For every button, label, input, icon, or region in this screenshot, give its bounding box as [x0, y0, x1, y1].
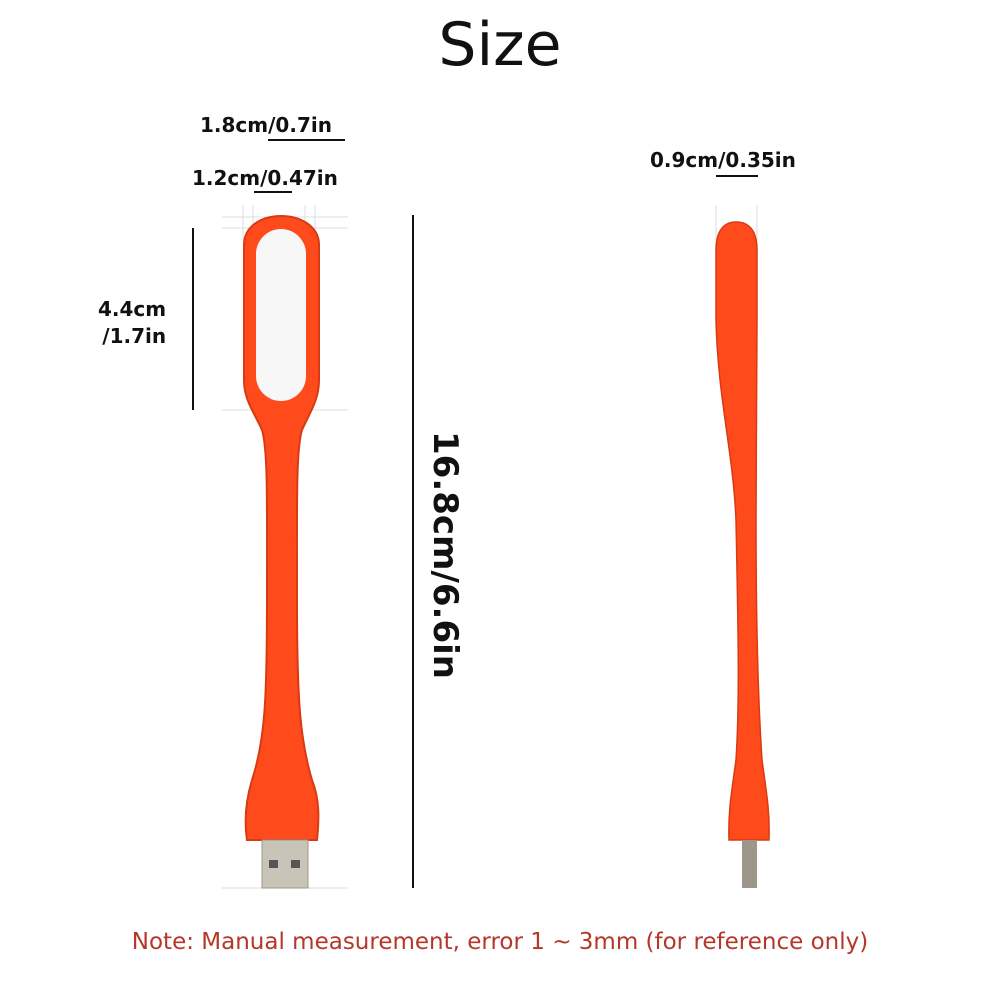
- measurement-note: Note: Manual measurement, error 1 ~ 3mm …: [131, 929, 869, 955]
- thickness-label: 0.9cm/0.35in: [650, 148, 796, 172]
- led-panel: [256, 229, 306, 401]
- usb-connector: [261, 839, 309, 889]
- lamp-side: [715, 221, 770, 888]
- inner-width-label: 1.2cm/0.47in: [192, 166, 338, 190]
- head-height-cm: 4.4cm: [98, 297, 167, 321]
- page-title: Size: [438, 10, 562, 80]
- head-height-label: 4.4cm /1.7in: [98, 296, 166, 350]
- usb-connector-side: [742, 840, 757, 888]
- head-height-in: /1.7in: [102, 324, 167, 348]
- outer-width-label: 1.8cm/0.7in: [200, 113, 332, 137]
- lamp-front: [243, 214, 320, 889]
- dimension-lines: [192, 139, 758, 888]
- total-length-label: 16.8cm/6.6in: [425, 431, 465, 679]
